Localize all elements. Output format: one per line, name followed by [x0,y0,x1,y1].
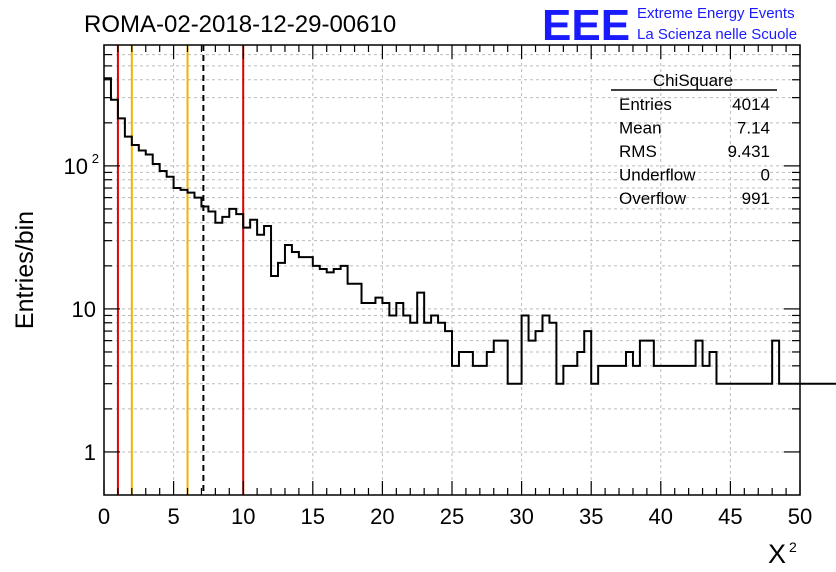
x-axis-label-sup: 2 [789,539,797,555]
stats-value: 9.431 [727,142,770,161]
x-tick-label: 30 [509,504,533,529]
stats-box: ChiSquare Entries 4014 Mean 7.14 RMS 9.431 Und… [611,71,777,208]
y-tick-label: 1 [84,440,96,465]
logo-line2: La Scienza nelle Scuole [637,26,797,43]
logo-line1: Extreme Energy Events [637,5,795,22]
eee-logo: EEE Extreme Energy Events La Scienza nel… [542,1,797,50]
x-tick-label: 10 [231,504,255,529]
x-tick-label: 40 [649,504,673,529]
x-axis-label: X 2 [768,539,797,569]
run-title: ROMA-02-2018-12-29-00610 [84,11,396,38]
stats-label: Underflow [619,166,696,185]
histogram-series [104,77,836,385]
stats-value: 4014 [732,95,770,114]
x-tick-label: 50 [788,504,812,529]
y-axis: 1 10 10 2 [64,53,800,465]
x-tick-label: 45 [718,504,742,529]
stats-label: Overflow [619,189,687,208]
x-axis: 0 5 10 15 20 25 30 35 40 45 50 [98,45,812,529]
stats-value: 0 [761,166,770,185]
stats-label: RMS [619,142,657,161]
y-tick-label: 10 [64,154,88,179]
x-tick-label: 15 [301,504,325,529]
stats-title: ChiSquare [653,71,733,90]
x-tick-label: 25 [440,504,464,529]
y-axis-label: Entries/bin [11,211,39,329]
x-tick-label: 35 [579,504,603,529]
y-tick-label-exponent: 2 [92,151,99,166]
x-tick-label: 5 [167,504,179,529]
stats-label: Mean [619,119,662,138]
x-tick-label: 0 [98,504,110,529]
grid-lines [104,45,800,495]
logo-letters: EEE [542,1,630,50]
x-tick-label: 20 [370,504,394,529]
stats-value: 991 [742,189,770,208]
reference-lines [116,45,245,495]
y-tick-label: 10 [72,297,96,322]
x-axis-label-main: X [768,539,786,569]
stats-value: 7.14 [737,119,770,138]
stats-label: Entries [619,95,672,114]
